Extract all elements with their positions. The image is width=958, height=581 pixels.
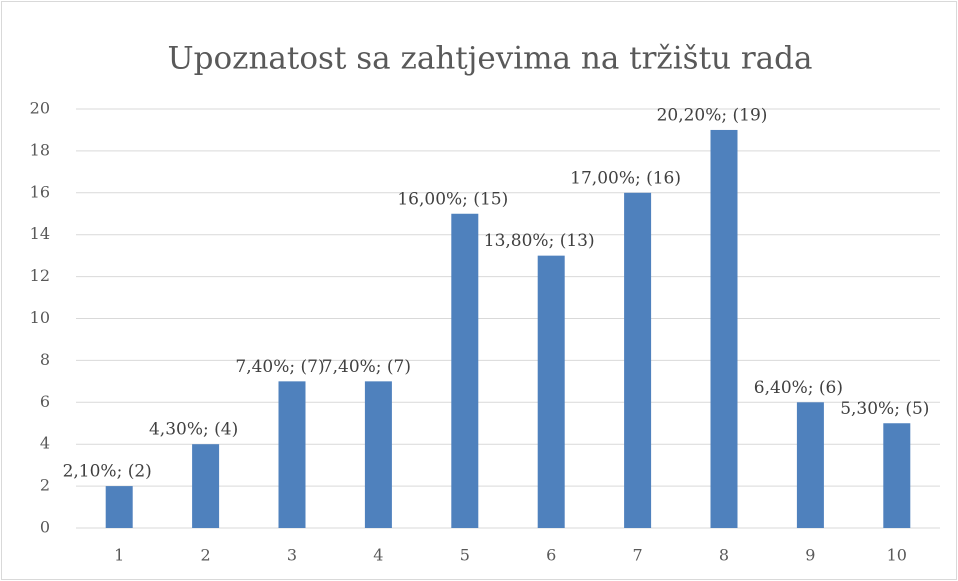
y-tick-label: 16 xyxy=(30,182,50,201)
bar xyxy=(364,381,392,528)
data-label: 5,30%; (5) xyxy=(840,399,929,419)
y-tick-label: 0 xyxy=(40,518,50,537)
data-label: 13,80%; (13) xyxy=(484,231,595,251)
x-tick-label: 4 xyxy=(373,546,383,565)
data-label: 17,00%; (16) xyxy=(570,168,681,188)
y-tick-label: 18 xyxy=(30,140,50,159)
y-tick-label: 20 xyxy=(30,99,50,118)
data-label: 6,40%; (6) xyxy=(754,378,843,398)
y-tick-label: 10 xyxy=(30,308,50,327)
x-tick-label: 1 xyxy=(114,546,124,565)
data-label: 7,40%; (7) xyxy=(235,357,324,377)
x-tick-label: 5 xyxy=(460,546,470,565)
x-tick-label: 7 xyxy=(633,546,643,565)
data-label: 20,20%; (19) xyxy=(657,105,768,125)
chart-title: Upoznatost sa zahtjevima na tržištu rada xyxy=(168,41,813,77)
x-tick-label: 9 xyxy=(805,546,815,565)
y-tick-label: 12 xyxy=(30,266,50,285)
x-tick-label: 2 xyxy=(201,546,211,565)
y-tick-label: 6 xyxy=(40,392,50,411)
bar xyxy=(105,486,133,528)
y-tick-label: 14 xyxy=(30,224,50,243)
bar xyxy=(451,213,479,528)
data-label: 7,40%; (7) xyxy=(322,357,411,377)
x-tick-label: 10 xyxy=(887,546,907,565)
bar xyxy=(537,255,565,528)
bar xyxy=(278,381,306,528)
x-tick-label: 3 xyxy=(287,546,297,565)
bar xyxy=(883,423,911,528)
y-tick-label: 4 xyxy=(40,434,50,453)
bar xyxy=(796,402,824,528)
y-tick-label: 2 xyxy=(40,476,50,495)
data-label: 16,00%; (15) xyxy=(397,189,508,209)
bar xyxy=(624,192,652,529)
x-tick-label: 6 xyxy=(546,546,556,565)
bar xyxy=(710,129,738,528)
x-tick-label: 8 xyxy=(719,546,729,565)
data-label: 2,10%; (2) xyxy=(63,462,152,482)
bar xyxy=(192,444,220,528)
data-label: 4,30%; (4) xyxy=(149,420,238,440)
y-tick-label: 8 xyxy=(40,350,50,369)
